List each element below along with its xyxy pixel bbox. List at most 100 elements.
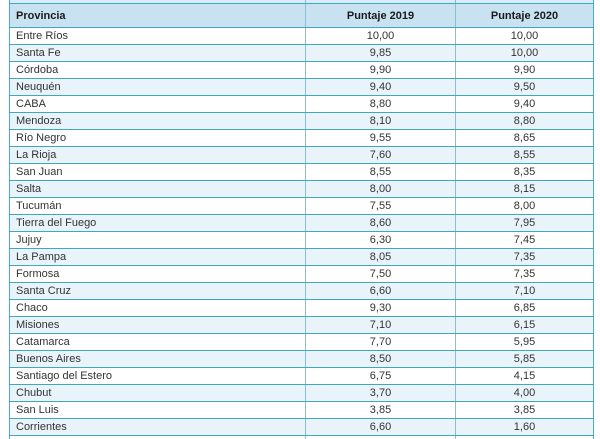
province-cell: Santiago del Estero [9,367,306,385]
score-2020-cell: 8,35 [455,163,594,181]
score-2020-cell: 8,15 [455,180,594,198]
score-2019-cell: 8,05 [305,248,456,266]
table-row: Buenos Aires 8,50 5,85 [9,350,594,368]
province-cell: Tierra del Fuego [9,214,306,232]
score-2019-cell: 6,60 [305,418,456,436]
table-row: Tierra del Fuego 8,60 7,95 [9,214,594,232]
table-row: Chubut 3,70 4,00 [9,384,594,402]
score-2020-cell: 9,90 [455,61,594,79]
score-2020-cell: 3,85 [455,401,594,419]
table-row: Mendoza 8,10 8,80 [9,112,594,130]
score-2020-cell: 5,95 [455,333,594,351]
score-2019-cell: 7,60 [305,146,456,164]
score-2019-cell: 9,90 [305,61,456,79]
table-row: Santa Cruz 6,60 7,10 [9,282,594,300]
score-2019-cell: 8,10 [305,112,456,130]
score-2020-cell: 7,95 [455,214,594,232]
score-2020-cell: 8,00 [455,197,594,215]
clipped-cell [455,435,594,439]
province-cell: Chaco [9,299,306,317]
table-row: La Rioja 7,60 8,55 [9,146,594,164]
table-row: Jujuy 6,30 7,45 [9,231,594,249]
score-2020-cell: 10,00 [455,44,594,62]
score-2020-cell: 4,00 [455,384,594,402]
province-cell: Corrientes [9,418,306,436]
province-cell: Córdoba [9,61,306,79]
score-2019-cell: 7,10 [305,316,456,334]
table-row: San Luis 3,85 3,85 [9,401,594,419]
clipped-cell [9,435,306,439]
score-2019-cell: 6,30 [305,231,456,249]
table-row: Neuquén 9,40 9,50 [9,78,594,96]
table-row: Tucumán 7,55 8,00 [9,197,594,215]
score-2020-cell: 9,40 [455,95,594,113]
province-cell: Santa Fe [9,44,306,62]
table-body: Entre Ríos 10,00 10,00 Santa Fe 9,85 10,00 Cór… [9,27,594,439]
table-row: Corrientes 6,60 1,60 [9,418,594,436]
score-2020-cell: 7,45 [455,231,594,249]
province-cell: San Juan [9,163,306,181]
table-row: Córdoba 9,90 9,90 [9,61,594,79]
province-cell: Río Negro [9,129,306,147]
score-2019-cell: 10,00 [305,27,456,45]
table-row: Río Negro 9,55 8,65 [9,129,594,147]
province-cell: La Rioja [9,146,306,164]
table-row: Santa Fe 9,85 10,00 [9,44,594,62]
table-row: Santiago del Estero 6,75 4,15 [9,367,594,385]
score-2019-cell: 9,55 [305,129,456,147]
province-cell: CABA [9,95,306,113]
table-row: Catamarca 7,70 5,95 [9,333,594,351]
province-cell: Jujuy [9,231,306,249]
province-cell: Santa Cruz [9,282,306,300]
table-row: Misiones 7,10 6,15 [9,316,594,334]
score-2020-cell: 7,10 [455,282,594,300]
province-cell: Misiones [9,316,306,334]
score-2019-cell: 8,55 [305,163,456,181]
score-2020-cell: 9,50 [455,78,594,96]
table-row: Formosa 7,50 7,35 [9,265,594,283]
score-2019-cell: 9,40 [305,78,456,96]
province-cell: La Pampa [9,248,306,266]
score-2020-cell: 8,55 [455,146,594,164]
score-2020-cell: 6,15 [455,316,594,334]
score-2019-cell: 8,80 [305,95,456,113]
column-header-provincia: Provincia [9,3,306,28]
score-2020-cell: 8,65 [455,129,594,147]
province-cell: Catamarca [9,333,306,351]
clipped-row-bottom [9,435,594,439]
score-2019-cell: 9,85 [305,44,456,62]
table-header-row: Provincia Puntaje 2019 Puntaje 2020 [9,3,594,28]
province-cell: Tucumán [9,197,306,215]
score-2020-cell: 1,60 [455,418,594,436]
score-2019-cell: 6,75 [305,367,456,385]
score-2020-cell: 7,35 [455,248,594,266]
province-cell: Neuquén [9,78,306,96]
score-2020-cell: 6,85 [455,299,594,317]
provinces-scores-table: Provincia Puntaje 2019 Puntaje 2020 Entr… [9,0,594,439]
score-2020-cell: 4,15 [455,367,594,385]
province-cell: Chubut [9,384,306,402]
score-2019-cell: 7,50 [305,265,456,283]
province-cell: Entre Ríos [9,27,306,45]
table-row: La Pampa 8,05 7,35 [9,248,594,266]
score-2019-cell: 3,85 [305,401,456,419]
table-row: Entre Ríos 10,00 10,00 [9,27,594,45]
score-2020-cell: 10,00 [455,27,594,45]
table-row: CABA 8,80 9,40 [9,95,594,113]
score-2019-cell: 6,60 [305,282,456,300]
score-2020-cell: 8,80 [455,112,594,130]
table-row: Salta 8,00 8,15 [9,180,594,198]
table-row: San Juan 8,55 8,35 [9,163,594,181]
province-cell: Formosa [9,265,306,283]
score-2019-cell: 8,60 [305,214,456,232]
score-2019-cell: 9,30 [305,299,456,317]
score-2019-cell: 8,00 [305,180,456,198]
score-2019-cell: 3,70 [305,384,456,402]
province-cell: Salta [9,180,306,198]
score-2019-cell: 7,55 [305,197,456,215]
score-2020-cell: 5,85 [455,350,594,368]
score-2020-cell: 7,35 [455,265,594,283]
province-cell: Mendoza [9,112,306,130]
score-2019-cell: 8,50 [305,350,456,368]
